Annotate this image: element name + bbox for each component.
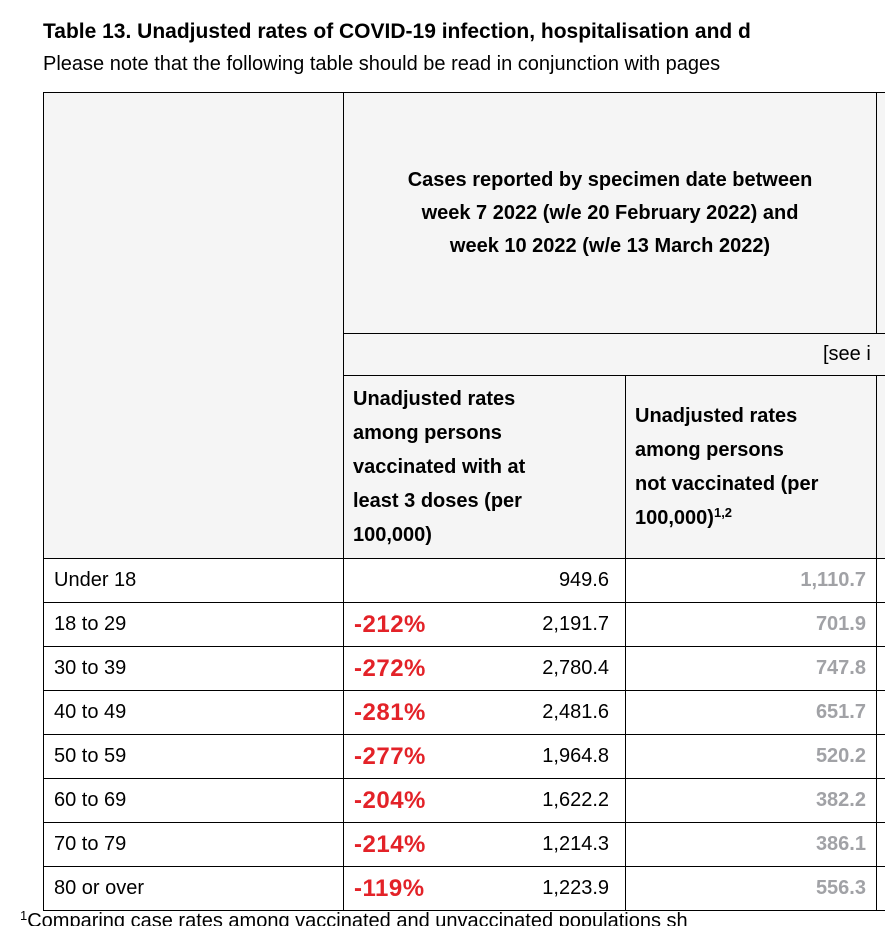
table-row: 60 to 69 -204% 1,622.2 382.2 xyxy=(43,778,885,823)
age-group-cell: 40 to 49 xyxy=(43,690,344,735)
clipped-cell xyxy=(876,690,885,735)
unvaccinated-rate-cell: 701.9 xyxy=(625,602,877,647)
vaccinated-column-header: Unadjusted rates among persons vaccinate… xyxy=(343,375,626,559)
negative-percentage-annotation: -214% xyxy=(354,830,426,858)
footnote-text: Comparing case rates among vaccinated an… xyxy=(27,910,688,926)
unvaccinated-column-header-text: Unadjusted rates among persons not vacci… xyxy=(635,405,819,529)
vaccinated-rate-value: 2,481.6 xyxy=(542,701,609,723)
header-row-period: Cases reported by specimen date between … xyxy=(43,92,885,559)
table-row: 80 or over -119% 1,223.9 556.3 xyxy=(43,866,885,911)
age-group-label: 60 to 69 xyxy=(54,789,127,811)
age-group-label: 50 to 59 xyxy=(54,745,127,767)
vaccinated-rate-cell: -119% 1,223.9 xyxy=(343,866,626,911)
age-group-cell: 50 to 59 xyxy=(43,734,344,779)
unvaccinated-rate-value: 556.3 xyxy=(815,877,866,899)
see-note-cell: [see i xyxy=(343,333,885,376)
unvaccinated-rate-cell: 556.3 xyxy=(625,866,877,911)
unvaccinated-rate-cell: 1,110.7 xyxy=(625,558,877,603)
negative-percentage-annotation: -281% xyxy=(354,698,426,726)
vaccinated-rate-value: 2,191.7 xyxy=(542,613,609,635)
table-row: 40 to 49 -281% 2,481.6 651.7 xyxy=(43,690,885,735)
negative-percentage-annotation: -277% xyxy=(354,742,426,770)
header-row-see-note: [see i xyxy=(44,333,885,376)
unvaccinated-rate-value: 1,110.7 xyxy=(800,569,866,591)
vaccinated-rate-value: 1,223.9 xyxy=(542,877,609,899)
age-group-label: 80 or over xyxy=(54,877,145,899)
table-title: Table 13. Unadjusted rates of COVID-19 i… xyxy=(43,20,751,43)
vaccinated-column-header-text: Unadjusted rates among persons vaccinate… xyxy=(353,388,526,546)
corner-cell xyxy=(43,92,344,559)
unvaccinated-rate-value: 386.1 xyxy=(815,833,866,855)
vaccinated-rate-cell: -281% 2,481.6 xyxy=(343,690,626,735)
unvaccinated-rate-cell: 747.8 xyxy=(625,646,877,691)
table-subtitle: Please note that the following table sho… xyxy=(43,53,721,75)
age-group-cell: 18 to 29 xyxy=(43,602,344,647)
negative-percentage-annotation: -204% xyxy=(354,786,426,814)
vaccinated-rate-cell: -214% 1,214.3 xyxy=(343,822,626,867)
unvaccinated-rate-cell: 651.7 xyxy=(625,690,877,735)
age-group-cell: 70 to 79 xyxy=(43,822,344,867)
unvaccinated-rate-value: 701.9 xyxy=(815,613,866,635)
clipped-cell xyxy=(876,866,885,911)
clipped-header-cell xyxy=(876,92,885,334)
vaccinated-rate-cell: -277% 1,964.8 xyxy=(343,734,626,779)
table-row: 70 to 79 -214% 1,214.3 386.1 xyxy=(43,822,885,867)
table-row: Under 18 949.6 1,110.7 xyxy=(43,558,885,603)
negative-percentage-annotation: -212% xyxy=(354,610,426,638)
rates-table: Cases reported by specimen date between … xyxy=(43,92,885,911)
clipped-cell xyxy=(876,778,885,823)
age-group-label: 70 to 79 xyxy=(54,833,127,855)
table-row: 30 to 39 -272% 2,780.4 747.8 xyxy=(43,646,885,691)
footnote-number: 1 xyxy=(20,908,28,923)
vaccinated-rate-value: 1,214.3 xyxy=(542,833,609,855)
period-header-cell: Cases reported by specimen date between … xyxy=(343,92,877,334)
unvaccinated-rate-cell: 386.1 xyxy=(625,822,877,867)
clipped-cell xyxy=(876,646,885,691)
vaccinated-rate-value: 949.6 xyxy=(558,569,609,591)
table-row: 18 to 29 -212% 2,191.7 701.9 xyxy=(43,602,885,647)
age-group-label: Under 18 xyxy=(54,569,137,591)
footnote: 1Comparing case rates among vaccinated a… xyxy=(20,908,688,926)
vaccinated-rate-cell: -272% 2,780.4 xyxy=(343,646,626,691)
negative-percentage-annotation: -119% xyxy=(354,874,425,902)
vaccinated-rate-value: 2,780.4 xyxy=(542,657,609,679)
age-group-cell: 30 to 39 xyxy=(43,646,344,691)
unvaccinated-rate-value: 747.8 xyxy=(815,657,866,679)
vaccinated-rate-cell: -212% 2,191.7 xyxy=(343,602,626,647)
clipped-cell xyxy=(876,558,885,603)
vaccinated-rate-cell: -204% 1,622.2 xyxy=(343,778,626,823)
unvaccinated-rate-value: 651.7 xyxy=(815,701,866,723)
age-group-cell: 80 or over xyxy=(43,866,344,911)
age-group-label: 18 to 29 xyxy=(54,613,127,635)
vaccinated-rate-value: 1,622.2 xyxy=(542,789,609,811)
table-body: Cases reported by specimen date between … xyxy=(43,92,885,911)
clipped-cell xyxy=(876,734,885,779)
vaccinated-rate-cell: 949.6 xyxy=(343,558,626,603)
footnote-marker: 1,2 xyxy=(713,505,733,520)
unvaccinated-column-header: Unadjusted rates among persons not vacci… xyxy=(625,375,877,559)
unvaccinated-rate-value: 520.2 xyxy=(815,745,866,767)
table-row: 50 to 59 -277% 1,964.8 520.2 xyxy=(43,734,885,779)
negative-percentage-annotation: -272% xyxy=(354,654,426,682)
clipped-cell xyxy=(876,822,885,867)
age-group-label: 40 to 49 xyxy=(54,701,127,723)
clipped-header-cell xyxy=(876,375,885,559)
unvaccinated-rate-cell: 520.2 xyxy=(625,734,877,779)
see-note-text: [see i xyxy=(823,343,871,365)
vaccinated-rate-value: 1,964.8 xyxy=(542,745,609,767)
unvaccinated-rate-value: 382.2 xyxy=(815,789,866,811)
clipped-cell xyxy=(876,602,885,647)
age-group-cell: Under 18 xyxy=(43,558,344,603)
age-group-cell: 60 to 69 xyxy=(43,778,344,823)
age-group-label: 30 to 39 xyxy=(54,657,127,679)
unvaccinated-rate-cell: 382.2 xyxy=(625,778,877,823)
